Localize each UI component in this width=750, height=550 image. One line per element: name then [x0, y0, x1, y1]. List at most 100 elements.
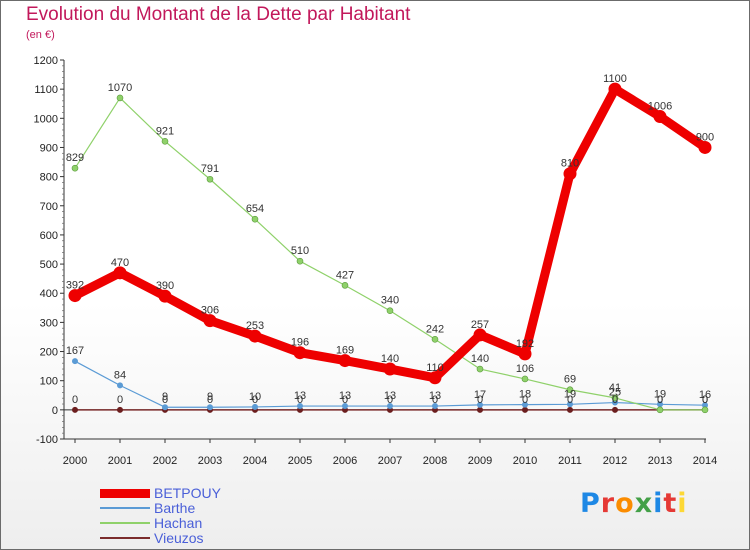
x-tick-label: 2005: [288, 455, 312, 467]
data-label-betpouy: 306: [201, 305, 219, 317]
legend-swatch: [100, 507, 150, 509]
y-tick-label: 1200: [34, 55, 58, 67]
data-point-barthe: [162, 404, 168, 411]
data-label-barthe: 25: [609, 387, 621, 399]
y-tick-label: -100: [36, 434, 58, 446]
data-label-hachan: 791: [201, 163, 219, 175]
data-label-vieuzos: 0: [432, 394, 438, 406]
data-point-hachan: [566, 386, 574, 394]
data-point-hachan: [431, 335, 439, 343]
data-label-vieuzos: 0: [342, 394, 348, 406]
data-point-barthe: [342, 403, 348, 410]
data-point-hachan: [341, 282, 349, 289]
data-point-barthe: [252, 403, 258, 410]
data-point-vieuzos: [522, 406, 528, 413]
data-label-betpouy: 253: [246, 320, 264, 332]
data-label-betpouy: 392: [66, 280, 84, 292]
y-tick-label: 300: [40, 317, 58, 329]
data-label-vieuzos: 0: [387, 394, 393, 406]
data-label-hachan: 242: [426, 323, 444, 335]
legend-label: BETPOUY: [154, 485, 221, 501]
y-tick-label: 500: [40, 259, 58, 271]
data-label-hachan: 41: [609, 382, 621, 394]
data-label-betpouy: 169: [336, 345, 354, 357]
chart-unit: (en €): [26, 29, 55, 41]
data-label-vieuzos: 0: [117, 394, 123, 406]
data-point-betpouy: [473, 328, 487, 342]
data-label-barthe: 9: [162, 391, 168, 403]
data-label-vieuzos: 0: [252, 394, 258, 406]
data-label-betpouy: 257: [471, 319, 489, 331]
data-point-barthe: [72, 358, 78, 365]
legend-item-barthe: Barthe: [100, 501, 300, 516]
data-point-barthe: [657, 401, 663, 408]
data-label-hachan: 427: [336, 269, 354, 281]
data-label-barthe: 16: [699, 389, 711, 401]
data-label-barthe: 13: [339, 390, 351, 402]
data-label-vieuzos: 0: [162, 394, 168, 406]
logo-letter: x: [634, 488, 654, 519]
data-point-hachan: [656, 406, 664, 414]
x-tick-label: 2014: [693, 455, 717, 467]
data-point-vieuzos: [72, 406, 78, 413]
data-label-barthe: 13: [384, 390, 396, 402]
y-tick-label: 700: [40, 201, 58, 213]
data-point-hachan: [116, 94, 124, 102]
data-point-barthe: [387, 403, 393, 410]
data-point-barthe: [477, 401, 483, 408]
data-label-barthe: 13: [429, 390, 441, 402]
y-tick-label: 100: [40, 376, 58, 388]
x-tick-label: 2011: [558, 455, 582, 467]
data-label-betpouy: 196: [291, 337, 309, 349]
data-label-vieuzos: 0: [702, 394, 708, 406]
data-point-hachan: [161, 138, 169, 145]
data-point-barthe: [522, 401, 528, 408]
data-point-betpouy: [518, 347, 532, 361]
y-tick-label: 900: [40, 142, 58, 154]
legend-item-vieuzos: Vieuzos: [100, 531, 300, 546]
legend: BETPOUY Barthe Hachan Vieuzos: [100, 486, 300, 546]
data-point-barthe: [702, 402, 708, 409]
data-label-betpouy: 900: [696, 131, 714, 143]
logo-letter: P: [580, 488, 601, 519]
data-label-hachan: 0: [702, 394, 708, 406]
data-label-vieuzos: 0: [522, 394, 528, 406]
data-label-vieuzos: 0: [657, 394, 663, 406]
data-point-barthe: [297, 403, 303, 410]
data-point-barthe: [612, 399, 618, 406]
data-label-barthe: 17: [474, 389, 486, 401]
x-tick-label: 2002: [153, 455, 177, 467]
data-label-barthe: 84: [114, 369, 126, 381]
data-label-betpouy: 1006: [648, 101, 672, 113]
data-label-barthe: 10: [249, 391, 261, 403]
legend-swatch: [100, 537, 150, 539]
data-point-betpouy: [608, 82, 622, 96]
data-label-hachan: 921: [156, 125, 174, 137]
x-tick-label: 2008: [423, 455, 447, 467]
x-tick-label: 2004: [243, 455, 267, 467]
logo-letter: o: [615, 488, 635, 519]
data-point-hachan: [251, 215, 259, 223]
chart-title: Evolution du Montant de la Dette par Hab…: [26, 4, 411, 25]
legend-item-betpouy: BETPOUY: [100, 486, 300, 501]
data-label-vieuzos: 0: [297, 394, 303, 406]
data-label-vieuzos: 0: [72, 394, 78, 406]
data-label-betpouy: 140: [381, 353, 399, 365]
data-label-hachan: 340: [381, 295, 399, 307]
data-point-vieuzos: [477, 406, 483, 413]
data-point-barthe: [432, 403, 438, 410]
data-point-betpouy: [293, 346, 307, 360]
data-point-betpouy: [698, 140, 712, 154]
logo-letter: t: [663, 488, 678, 519]
logo-letter: i: [677, 488, 688, 519]
data-point-hachan: [701, 406, 709, 414]
y-tick-label: 1000: [34, 113, 58, 125]
y-tick-label: 200: [40, 347, 58, 359]
data-label-betpouy: 192: [516, 338, 534, 350]
legend-swatch: [100, 522, 150, 524]
x-tick-label: 2013: [648, 455, 672, 467]
data-point-betpouy: [68, 289, 82, 303]
legend-label: Hachan: [154, 515, 203, 531]
y-tick-label: 0: [52, 405, 58, 417]
data-label-barthe: 18: [519, 389, 531, 401]
